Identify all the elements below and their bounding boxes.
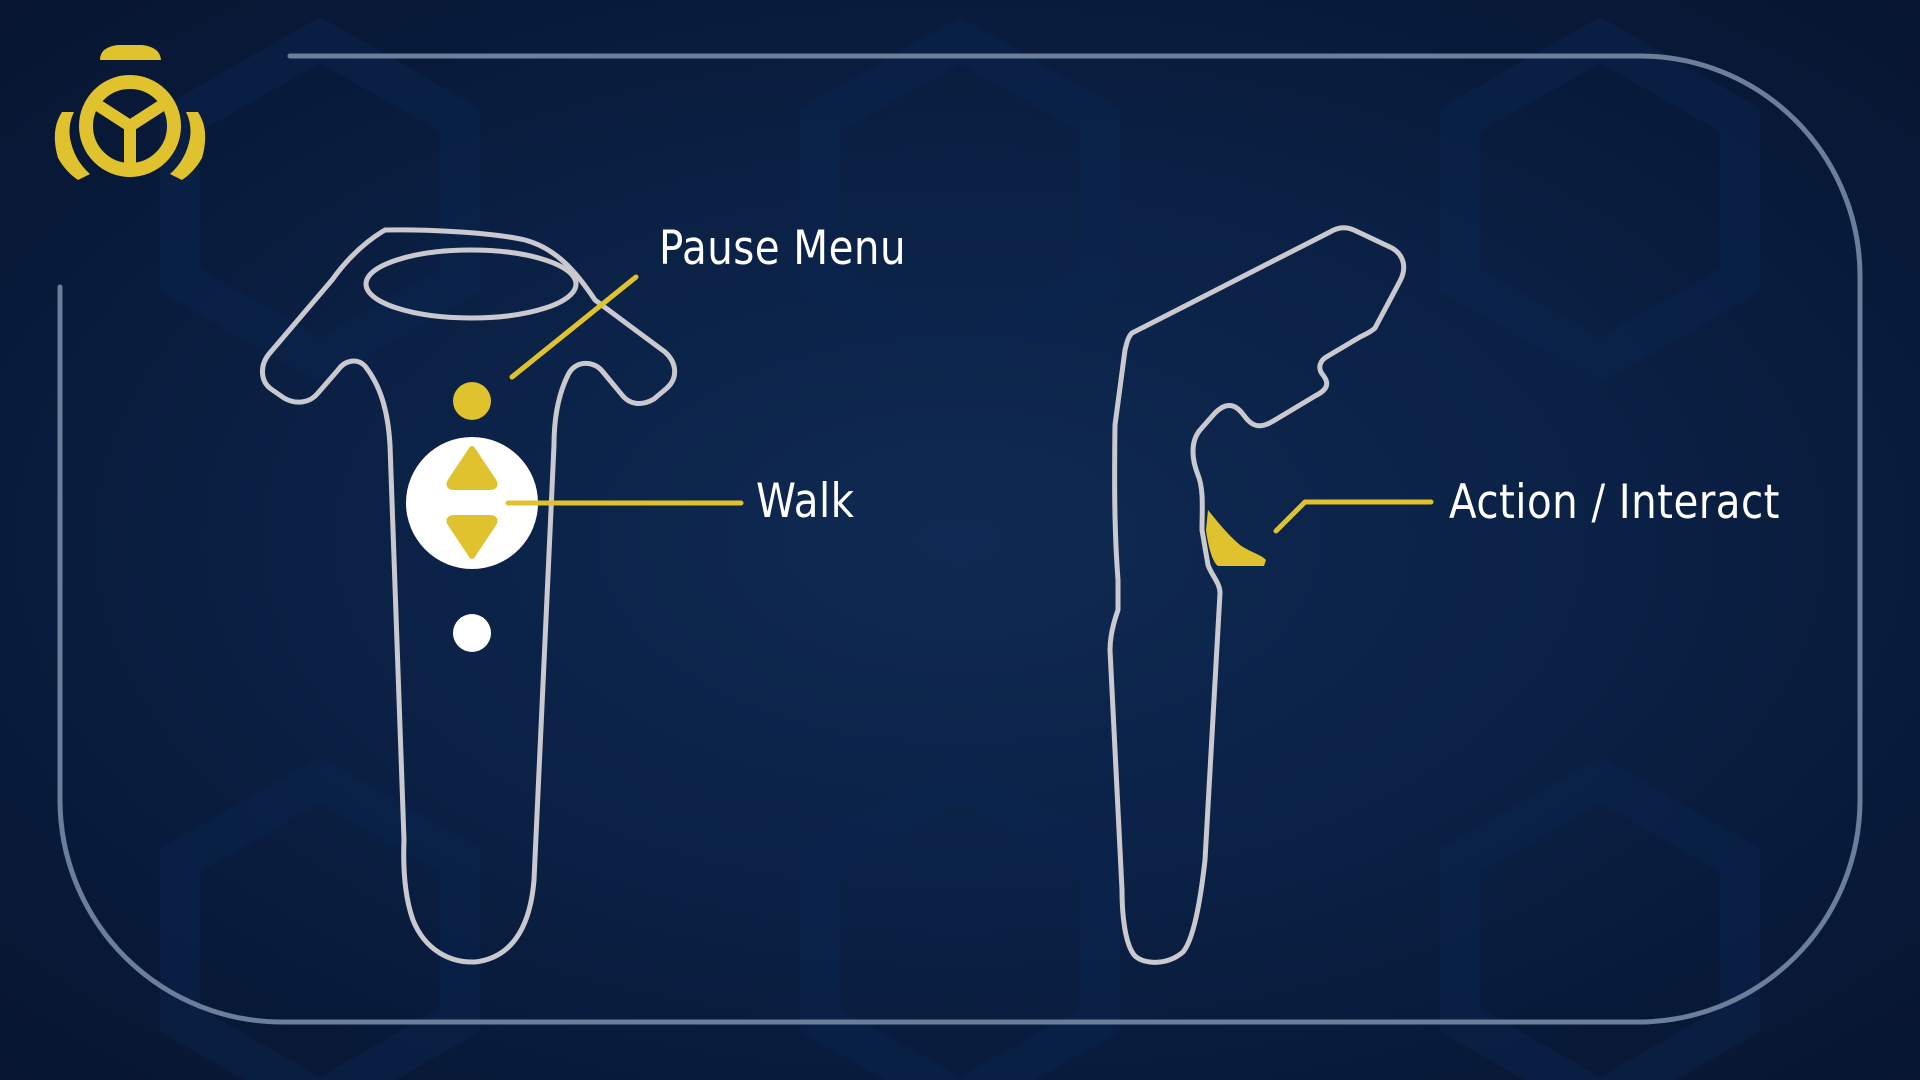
controller-tracking-ring [363, 247, 579, 321]
vr-controller-front-icon [260, 227, 744, 965]
action-callout-line [1273, 499, 1434, 534]
menu-button [453, 382, 491, 420]
trigger-button [1206, 510, 1266, 566]
pause-menu-label: Pause Menu [659, 221, 907, 276]
frame-border [57, 53, 1863, 1025]
arrow-up-icon [446, 446, 498, 490]
steering-wheel-logo-icon [54, 45, 206, 180]
pause-callout-line [509, 274, 639, 380]
system-button [453, 614, 491, 652]
controller-side-outline [1107, 225, 1407, 965]
walk-label: Walk [756, 474, 855, 529]
action-interact-label: Action / Interact [1449, 475, 1780, 530]
arrow-down-icon [446, 515, 498, 559]
controller-front-outline [260, 227, 678, 965]
touchpad [406, 437, 538, 569]
vr-controller-side-icon [1107, 225, 1434, 965]
